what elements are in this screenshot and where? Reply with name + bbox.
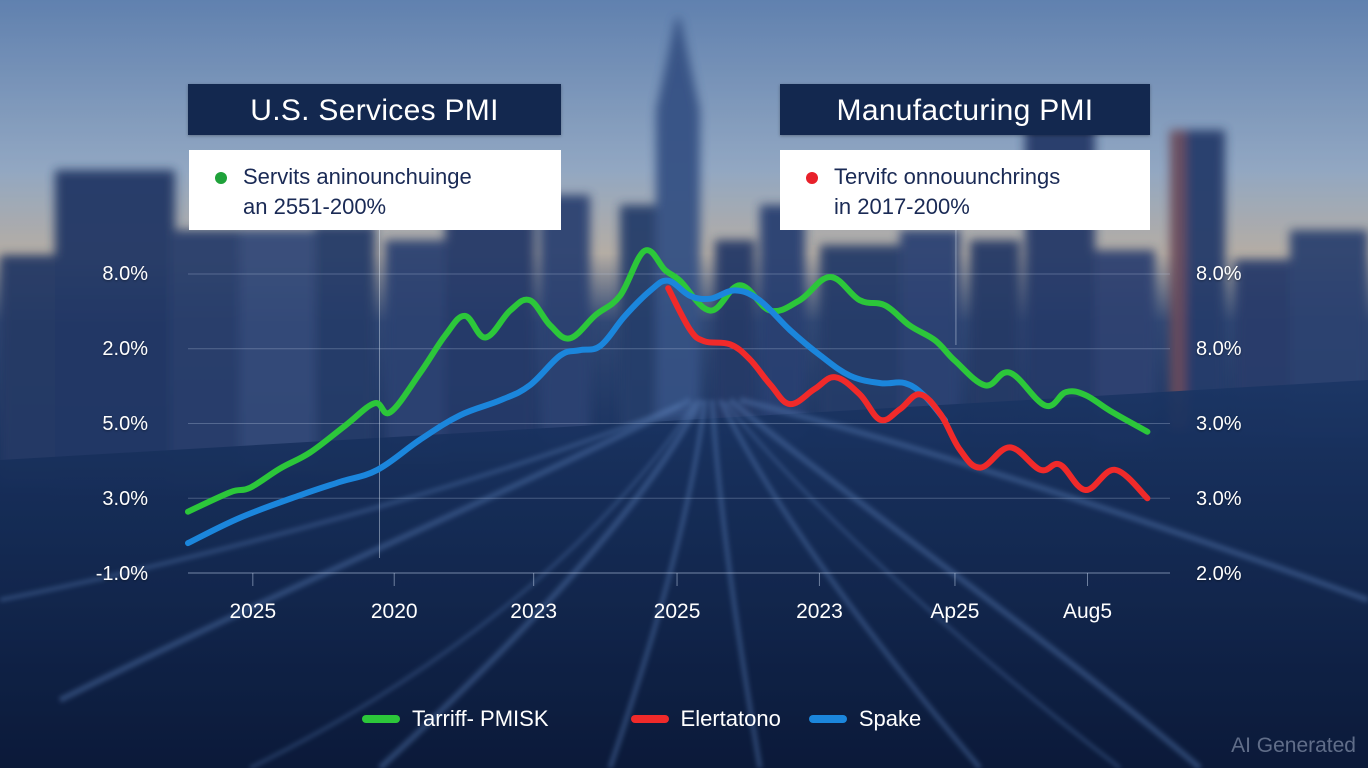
green-dot-icon <box>215 172 227 184</box>
series-line-spake <box>185 277 949 547</box>
y-tick-left: 5.0% <box>102 413 148 435</box>
services-pmi-annotation: Servits aninounchuinge an 2551-200% <box>189 150 561 230</box>
manufacturing-note-line-2: in 2017-200% <box>834 194 970 219</box>
series-line-elertatono <box>665 285 1151 502</box>
y-tick-right: 3.0% <box>1196 413 1242 435</box>
x-axis-ticks <box>252 573 1089 586</box>
series-line-tarriff-pmisk <box>185 247 1151 515</box>
y-tick-left: 8.0% <box>102 263 148 285</box>
legend-label: Spake <box>858 706 922 731</box>
red-dot-icon <box>806 172 818 184</box>
blue-line-swatch-icon <box>808 715 847 723</box>
manufacturing-pmi-title: Manufacturing PMI <box>780 84 1150 135</box>
manufacturing-pmi-annotation: Tervifc onnouunchrings in 2017-200% <box>780 150 1150 230</box>
y-tick-right: 8.0% <box>1196 263 1242 285</box>
green-line-swatch-icon <box>362 715 400 723</box>
x-tick-label: Aug5 <box>1062 600 1113 623</box>
legend-item-red: Elertatono <box>630 706 781 732</box>
y-tick-left: 2.0% <box>102 338 148 360</box>
vertical-reference-lines <box>378 230 957 558</box>
legend-item-blue: Spake <box>808 706 922 732</box>
series-lines <box>185 247 1151 547</box>
legend-label: Tarriff- PMISK <box>412 706 549 731</box>
red-line-swatch-icon <box>630 715 669 723</box>
chart-legend: Tarriff- PMISK Elertatono Spake <box>362 706 953 732</box>
y-tick-right: 2.0% <box>1196 563 1242 585</box>
x-tick-label: 2025 <box>229 600 277 623</box>
legend-item-green: Tarriff- PMISK <box>362 706 549 732</box>
x-tick-label: 2023 <box>510 600 558 623</box>
services-pmi-title: U.S. Services PMI <box>188 84 561 135</box>
x-tick-label: 2025 <box>653 600 701 623</box>
legend-label: Elertatono <box>680 706 781 731</box>
x-tick-label: 2020 <box>370 600 418 623</box>
y-tick-left: -1.0% <box>95 563 148 585</box>
y-tick-right: 8.0% <box>1196 338 1242 360</box>
y-tick-left: 3.0% <box>102 488 148 510</box>
manufacturing-note-line-1: Tervifc onnouunchrings <box>834 164 1061 189</box>
gridlines <box>188 273 1170 574</box>
x-tick-label: 2023 <box>796 600 843 623</box>
y-tick-right: 3.0% <box>1196 488 1242 510</box>
x-tick-label: Ap25 <box>930 600 980 623</box>
services-note-line-1: Servits aninounchuinge <box>243 164 472 189</box>
services-note-line-2: an 2551-200% <box>243 194 387 219</box>
ai-generated-watermark: AI Generated <box>1231 734 1356 757</box>
